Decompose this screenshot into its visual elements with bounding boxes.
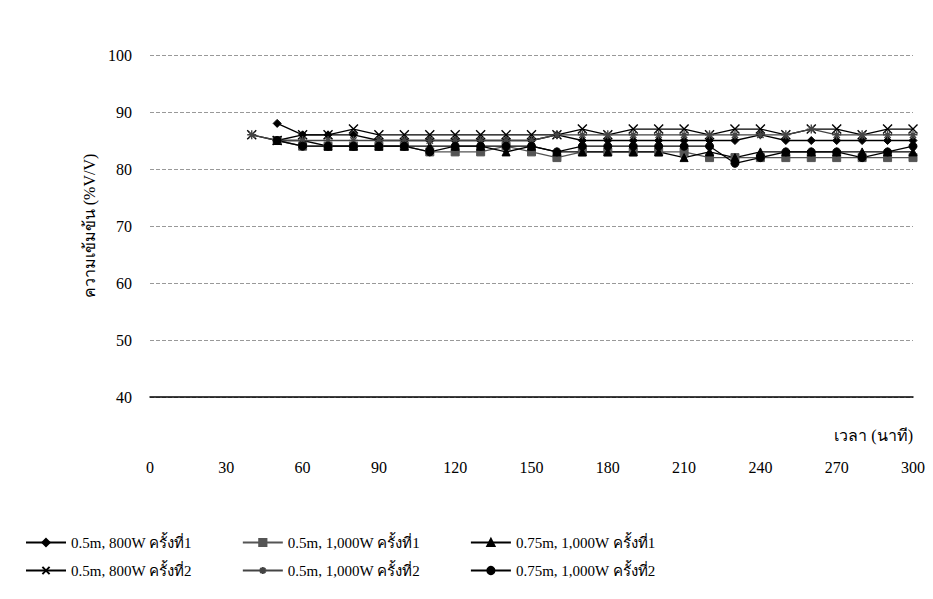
svg-text:80: 80 — [116, 161, 132, 178]
svg-text:150: 150 — [520, 459, 544, 476]
svg-text:ความเข้มข้น (%V/V): ความเข้มข้น (%V/V) — [81, 154, 99, 299]
svg-text:60: 60 — [295, 459, 311, 476]
svg-text:180: 180 — [596, 459, 620, 476]
svg-text:0.5m, 1,000W ครั้งที่2: 0.5m, 1,000W ครั้งที่2 — [288, 560, 420, 579]
svg-text:0.75m, 1,000W ครั้งที่1: 0.75m, 1,000W ครั้งที่1 — [516, 532, 655, 551]
svg-text:0: 0 — [146, 459, 154, 476]
svg-text:40: 40 — [116, 389, 132, 406]
svg-text:120: 120 — [443, 459, 467, 476]
svg-text:90: 90 — [371, 459, 387, 476]
svg-text:300: 300 — [901, 459, 925, 476]
svg-text:0.5m, 1,000W ครั้งที่1: 0.5m, 1,000W ครั้งที่1 — [288, 532, 420, 551]
svg-text:240: 240 — [748, 459, 772, 476]
svg-text:50: 50 — [116, 332, 132, 349]
svg-text:270: 270 — [825, 459, 849, 476]
svg-text:100: 100 — [108, 47, 132, 64]
svg-text:0.5m, 800W ครั้งที่2: 0.5m, 800W ครั้งที่2 — [71, 560, 192, 579]
svg-text:210: 210 — [672, 459, 696, 476]
svg-text:0.75m, 1,000W ครั้งที่2: 0.75m, 1,000W ครั้งที่2 — [516, 560, 655, 579]
svg-text:เวลา (นาที): เวลา (นาที) — [834, 427, 913, 445]
svg-text:30: 30 — [218, 459, 234, 476]
svg-text:60: 60 — [116, 275, 132, 292]
svg-text:0.5m, 800W ครั้งที่1: 0.5m, 800W ครั้งที่1 — [71, 532, 192, 551]
svg-text:70: 70 — [116, 218, 132, 235]
svg-text:90: 90 — [116, 104, 132, 121]
